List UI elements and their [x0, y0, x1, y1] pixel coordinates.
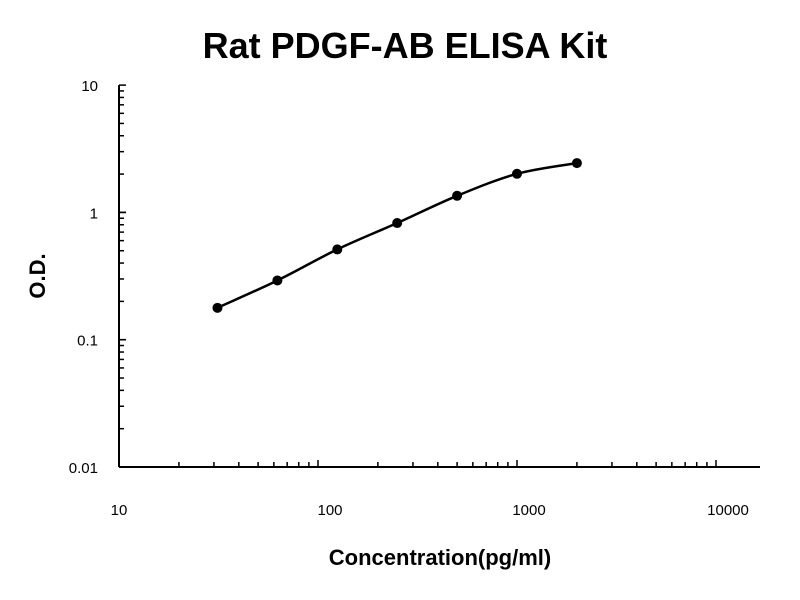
data-point — [332, 244, 343, 255]
x-tick-label: 1000 — [512, 502, 545, 519]
x-tick-label: 100 — [317, 502, 342, 519]
data-point — [392, 218, 403, 229]
y-tick-label: 0.01 — [69, 460, 98, 477]
x-axis-label: Concentration(pg/ml) — [329, 545, 551, 570]
y-tick-label: 0.1 — [77, 333, 98, 350]
data-point — [571, 158, 582, 169]
data-point — [272, 275, 283, 286]
y-tick-label: 10 — [81, 78, 98, 95]
fit-curve — [216, 161, 578, 309]
y-tick-label: 1 — [90, 205, 98, 222]
data-point — [212, 302, 223, 313]
data-point — [452, 190, 463, 201]
chart-title: Rat PDGF-AB ELISA Kit — [203, 25, 608, 66]
data-point — [512, 168, 522, 179]
x-tick-label: 10 — [111, 502, 128, 519]
x-tick-label: 10000 — [707, 502, 749, 519]
y-axis-label: O.D. — [25, 253, 50, 298]
